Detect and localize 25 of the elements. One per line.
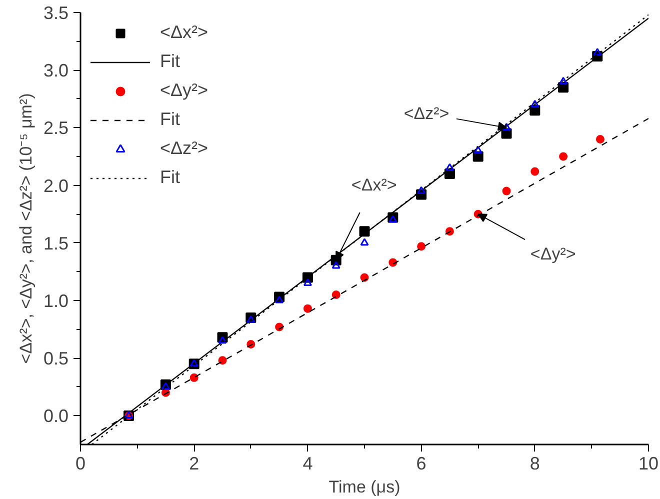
legend-label: <Δz²> — [160, 138, 208, 159]
y-tick-label: 0.5 — [43, 348, 69, 369]
x-axis-title: Time (μs) — [328, 478, 400, 496]
y-tick-label: 0.0 — [43, 406, 69, 426]
annotation: <Δx²> — [351, 176, 397, 195]
legend-label: Fit — [160, 167, 180, 188]
y-tick-label: 1.5 — [43, 233, 69, 254]
x-tick-label: 2 — [189, 454, 200, 474]
y-tick-label: 1.0 — [43, 291, 69, 311]
annotation: <Δz²> — [404, 104, 450, 124]
x-tick-label: 8 — [530, 454, 540, 474]
y-tick-label: 3.5 — [43, 3, 69, 23]
annotation: <Δy²> — [530, 244, 576, 264]
y-axis-title: <Δx²>, <Δy²>, and <Δz²> (10⁻⁵ μm²) — [16, 93, 36, 364]
legend-label: <Δx²> — [160, 22, 208, 43]
y-tick-label: 2.5 — [43, 118, 69, 138]
legend-label: <Δy²> — [160, 80, 208, 101]
x-tick-label: 4 — [302, 454, 313, 474]
y-tick-label: 2.0 — [43, 176, 69, 196]
x-tick-label: 10 — [638, 454, 659, 474]
x-tick-label: 0 — [75, 454, 86, 474]
legend-label: Fit — [160, 109, 180, 130]
y-tick-label: 3.0 — [43, 60, 69, 81]
legend-label: Fit — [160, 51, 180, 72]
x-tick-label: 6 — [416, 454, 426, 474]
